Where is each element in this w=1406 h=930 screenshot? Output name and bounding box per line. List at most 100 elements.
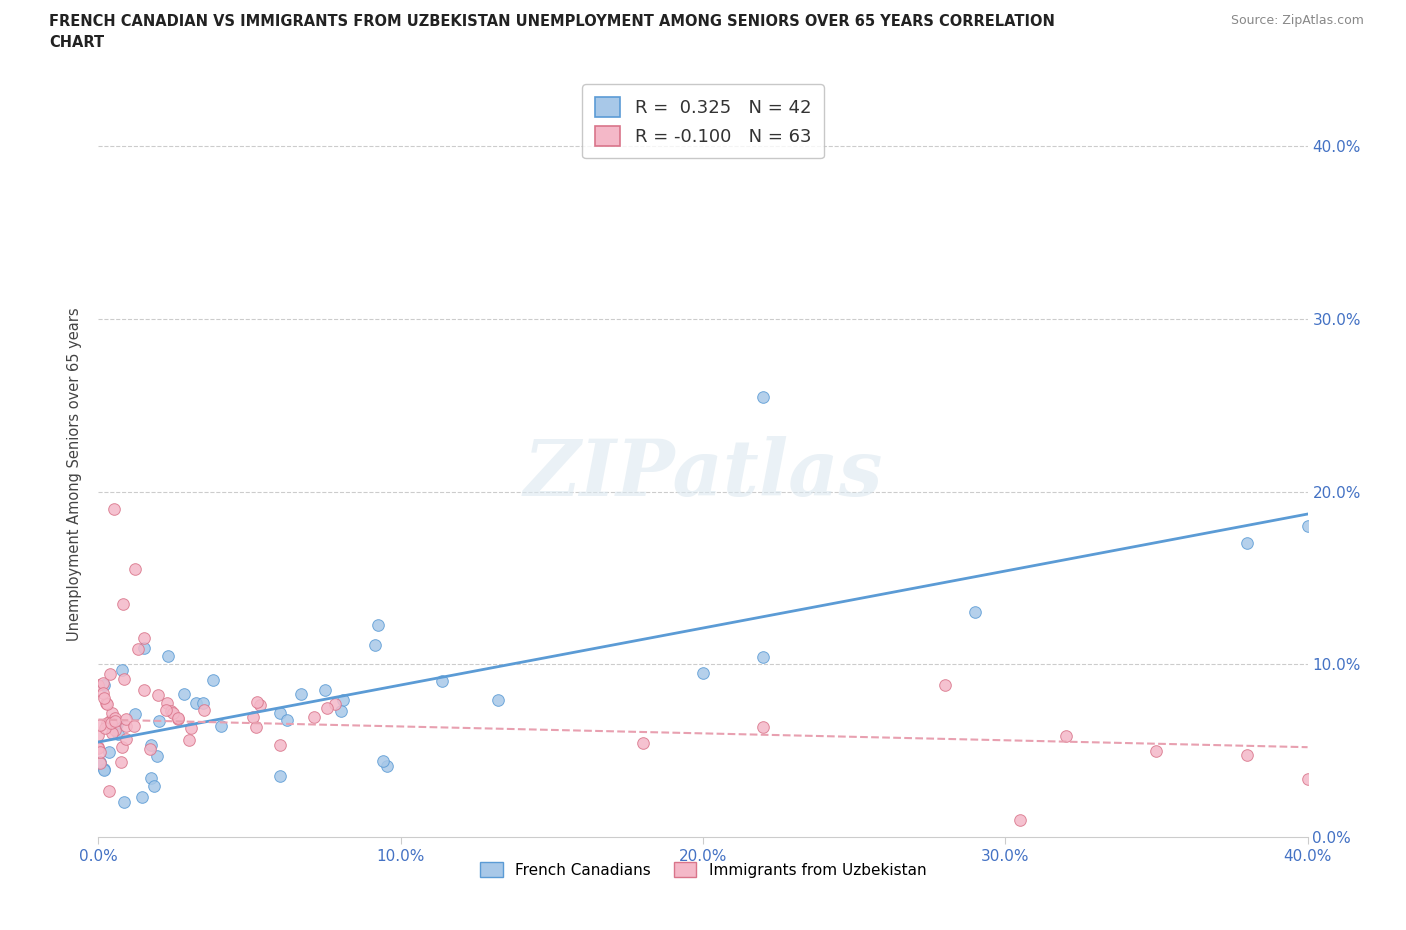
Point bbox=[375, 759, 398, 774]
Point bbox=[103, 501, 125, 516]
Point bbox=[93, 678, 115, 693]
Point bbox=[89, 755, 111, 770]
Point bbox=[269, 769, 291, 784]
Point bbox=[148, 713, 170, 728]
Text: FRENCH CANADIAN VS IMMIGRANTS FROM UZBEKISTAN UNEMPLOYMENT AMONG SENIORS OVER 65: FRENCH CANADIAN VS IMMIGRANTS FROM UZBEK… bbox=[49, 14, 1054, 29]
Point bbox=[1010, 812, 1032, 827]
Point bbox=[486, 693, 509, 708]
Point bbox=[104, 711, 127, 725]
Point bbox=[143, 778, 166, 793]
Point bbox=[330, 703, 353, 718]
Point bbox=[167, 711, 190, 726]
Point bbox=[89, 754, 111, 769]
Point bbox=[139, 741, 162, 756]
Point bbox=[269, 706, 291, 721]
Point bbox=[124, 562, 146, 577]
Point bbox=[269, 737, 291, 752]
Point bbox=[91, 685, 114, 700]
Point bbox=[211, 718, 233, 733]
Point bbox=[156, 696, 179, 711]
Point bbox=[965, 605, 987, 620]
Point bbox=[364, 637, 387, 652]
Point bbox=[134, 683, 156, 698]
Point bbox=[110, 754, 132, 769]
Point bbox=[139, 737, 162, 752]
Point bbox=[146, 749, 169, 764]
Point bbox=[1236, 748, 1258, 763]
Point bbox=[98, 744, 121, 759]
Point bbox=[430, 673, 453, 688]
Point bbox=[94, 720, 117, 735]
Point bbox=[124, 706, 146, 721]
Point bbox=[87, 677, 110, 692]
Point bbox=[367, 618, 389, 632]
Point bbox=[162, 706, 184, 721]
Point bbox=[290, 686, 312, 701]
Point bbox=[96, 715, 118, 730]
Point bbox=[93, 762, 115, 777]
Point bbox=[87, 727, 110, 742]
Point bbox=[631, 736, 654, 751]
Point bbox=[94, 696, 117, 711]
Point bbox=[87, 739, 110, 754]
Point bbox=[100, 716, 122, 731]
Point bbox=[184, 696, 207, 711]
Point bbox=[93, 763, 115, 777]
Point bbox=[1054, 728, 1077, 743]
Point bbox=[1296, 519, 1319, 534]
Point bbox=[127, 642, 149, 657]
Point bbox=[752, 649, 775, 664]
Point bbox=[105, 717, 128, 732]
Point bbox=[316, 700, 339, 715]
Text: ZIPatlas: ZIPatlas bbox=[523, 436, 883, 512]
Point bbox=[246, 695, 269, 710]
Point bbox=[131, 789, 153, 804]
Point bbox=[146, 688, 169, 703]
Point bbox=[180, 721, 202, 736]
Point bbox=[332, 692, 354, 707]
Point bbox=[1236, 536, 1258, 551]
Point bbox=[89, 718, 111, 733]
Point bbox=[111, 596, 134, 611]
Legend: French Canadians, Immigrants from Uzbekistan: French Canadians, Immigrants from Uzbeki… bbox=[474, 856, 932, 884]
Point bbox=[115, 732, 138, 747]
Point bbox=[201, 672, 224, 687]
Point bbox=[111, 739, 134, 754]
Point bbox=[114, 719, 136, 734]
Point bbox=[98, 666, 121, 681]
Point bbox=[314, 683, 336, 698]
Point bbox=[177, 733, 200, 748]
Point bbox=[325, 697, 347, 711]
Point bbox=[98, 714, 121, 729]
Point bbox=[89, 744, 111, 759]
Point bbox=[112, 794, 135, 809]
Point bbox=[173, 686, 195, 701]
Text: CHART: CHART bbox=[49, 35, 104, 50]
Point bbox=[104, 723, 127, 737]
Point bbox=[160, 704, 183, 719]
Point bbox=[193, 696, 215, 711]
Point bbox=[276, 713, 298, 728]
Point bbox=[155, 703, 177, 718]
Point bbox=[156, 649, 179, 664]
Point bbox=[100, 725, 122, 740]
Point bbox=[692, 666, 714, 681]
Point bbox=[132, 641, 155, 656]
Point bbox=[93, 691, 115, 706]
Point bbox=[87, 740, 110, 755]
Point bbox=[97, 784, 120, 799]
Point bbox=[242, 710, 264, 724]
Point bbox=[304, 710, 326, 724]
Point bbox=[111, 663, 134, 678]
Point bbox=[100, 705, 122, 720]
Text: Source: ZipAtlas.com: Source: ZipAtlas.com bbox=[1230, 14, 1364, 27]
Point bbox=[112, 671, 135, 686]
Point bbox=[752, 389, 775, 404]
Point bbox=[96, 697, 118, 711]
Point bbox=[1144, 743, 1167, 758]
Point bbox=[166, 711, 188, 725]
Y-axis label: Unemployment Among Seniors over 65 years: Unemployment Among Seniors over 65 years bbox=[67, 308, 83, 641]
Point bbox=[1296, 772, 1319, 787]
Point bbox=[122, 719, 145, 734]
Point bbox=[249, 698, 271, 712]
